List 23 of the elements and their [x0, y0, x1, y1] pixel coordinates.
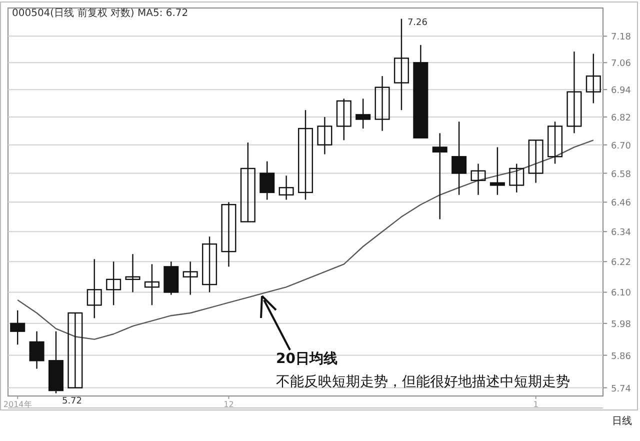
- y-tick-label: 6.46: [610, 198, 632, 209]
- annotation: 7.26: [407, 18, 428, 28]
- y-tick-label: 7.06: [610, 59, 632, 70]
- y-tick-label: 7.18: [610, 32, 632, 43]
- y-tick-label: 6.82: [610, 113, 632, 124]
- annotation: 不能反映短期走势，但能很好地描述中短期走势: [276, 374, 570, 390]
- x-tick-label: 2014年: [3, 400, 32, 409]
- y-tick-label: 6.58: [610, 170, 632, 180]
- annotation: 20日均线: [276, 351, 338, 367]
- y-tick-label: 5.86: [610, 352, 632, 362]
- y-tick-label: 5.98: [610, 320, 632, 330]
- line-series: [17, 140, 594, 340]
- x-tick-label: 12: [224, 400, 234, 409]
- y-tick-label: 6.70: [610, 141, 632, 152]
- chart-title: 000504(日线 前复权 对数) MA5: 6.72: [12, 7, 188, 19]
- y-tick-label: 6.94: [610, 86, 632, 96]
- y-tick-label: 6.34: [610, 228, 632, 238]
- x-tick-label: 1: [533, 400, 538, 409]
- text: 日线: [612, 415, 632, 427]
- y-tick-label: 5.74: [610, 384, 632, 394]
- y-tick-label: 6.22: [610, 258, 632, 268]
- y-tick-label: 6.10: [610, 288, 632, 299]
- text: 5.72: [62, 396, 82, 406]
